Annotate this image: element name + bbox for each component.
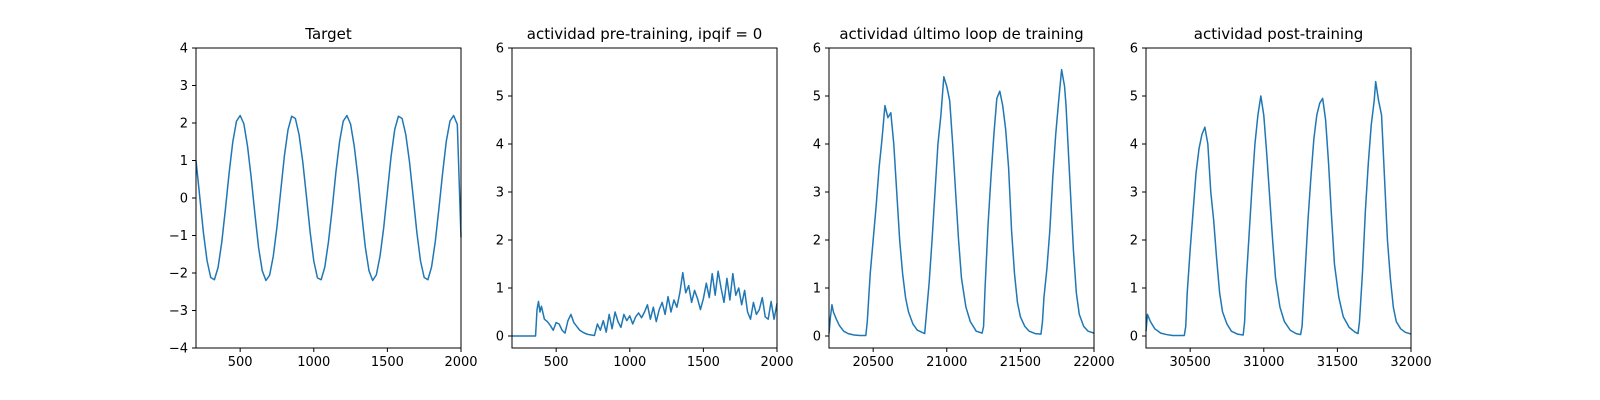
x-tick-label: 1000: [613, 355, 646, 370]
plot-frame: [828, 47, 1095, 349]
plot-frame: [195, 47, 462, 349]
y-tick-label: 2: [1130, 234, 1138, 249]
subplot-title: actividad último loop de training: [839, 25, 1083, 43]
y-tick-label: 6: [496, 42, 504, 57]
y-tick-label: 5: [813, 90, 821, 105]
x-tick-label: 30500: [1169, 355, 1210, 370]
x-tick-label: 31500: [1317, 355, 1358, 370]
y-tick-label: 4: [1130, 138, 1138, 153]
x-tick-label: 21500: [1000, 355, 1041, 370]
x-tick-label: 20500: [852, 355, 893, 370]
subplot-title: actividad post-training: [1194, 25, 1363, 43]
y-tick-label: 2: [496, 234, 504, 249]
y-tick-label: 5: [496, 90, 504, 105]
x-tick-label: 32000: [1390, 355, 1431, 370]
y-tick-label: −1: [169, 229, 188, 244]
y-tick-label: 3: [180, 79, 188, 94]
y-tick-label: 3: [1130, 186, 1138, 201]
subplot-4: 30500 31000 31500 32000 0 1 2 3 4 5 6 actividad pos…: [1130, 25, 1432, 370]
y-tick-label: 0: [496, 330, 504, 345]
x-tick-label: 500: [544, 355, 569, 370]
subplot-title: Target: [304, 25, 352, 43]
y-tick-label: 0: [180, 192, 188, 207]
x-tick-label: 1000: [297, 355, 330, 370]
subplot-2: 500 1000 1500 2000 0 1 2 3 4 5 6 actividad pre-trai…: [496, 25, 794, 370]
x-tick-label: 21000: [926, 355, 967, 370]
y-tick-label: 4: [180, 42, 188, 57]
y-tick-label: 2: [180, 117, 188, 132]
x-tick-label: 31000: [1243, 355, 1284, 370]
series-line-3-1: [828, 68, 1095, 337]
y-tick-label: 2: [813, 234, 821, 249]
x-tick-label: 22000: [1073, 355, 1114, 370]
subplot-1: 500 1000 1500 2000 −4 −3 −2 −1 0 1 2 3 4 Target: [169, 25, 478, 370]
subplot-3: 20500 21000 21500 22000 0 1 2 3 4 5 6 actividad últ…: [813, 25, 1115, 370]
y-tick-label: 3: [496, 186, 504, 201]
y-tick-label: 1: [496, 282, 504, 297]
y-tick-label: 6: [813, 42, 821, 57]
y-tick-label: 1: [813, 282, 821, 297]
y-tick-label: −2: [169, 267, 188, 282]
x-tick-label: 1500: [687, 355, 720, 370]
y-tick-label: 4: [496, 138, 504, 153]
series-line-2-1: [512, 270, 778, 337]
y-tick-label: 1: [180, 154, 188, 169]
y-tick-label: 3: [813, 186, 821, 201]
y-tick-label: −4: [169, 342, 188, 357]
x-tick-label: 2000: [760, 355, 793, 370]
plot-frame: [1145, 47, 1412, 349]
x-tick-label: 500: [228, 355, 253, 370]
y-tick-label: 6: [1130, 42, 1138, 57]
y-tick-label: 1: [1130, 282, 1138, 297]
subplot-title: actividad pre-training, ipqif = 0: [527, 25, 763, 43]
series-line-4-1: [1145, 80, 1412, 337]
x-tick-label: 2000: [444, 355, 477, 370]
x-tick-label: 1500: [371, 355, 404, 370]
y-tick-label: 4: [813, 138, 821, 153]
y-tick-label: 0: [813, 330, 821, 345]
y-tick-label: −3: [169, 304, 188, 319]
y-tick-label: 0: [1130, 330, 1138, 345]
y-tick-label: 5: [1130, 90, 1138, 105]
plot-frame: [511, 47, 778, 349]
series-line-1-1: [195, 114, 462, 282]
